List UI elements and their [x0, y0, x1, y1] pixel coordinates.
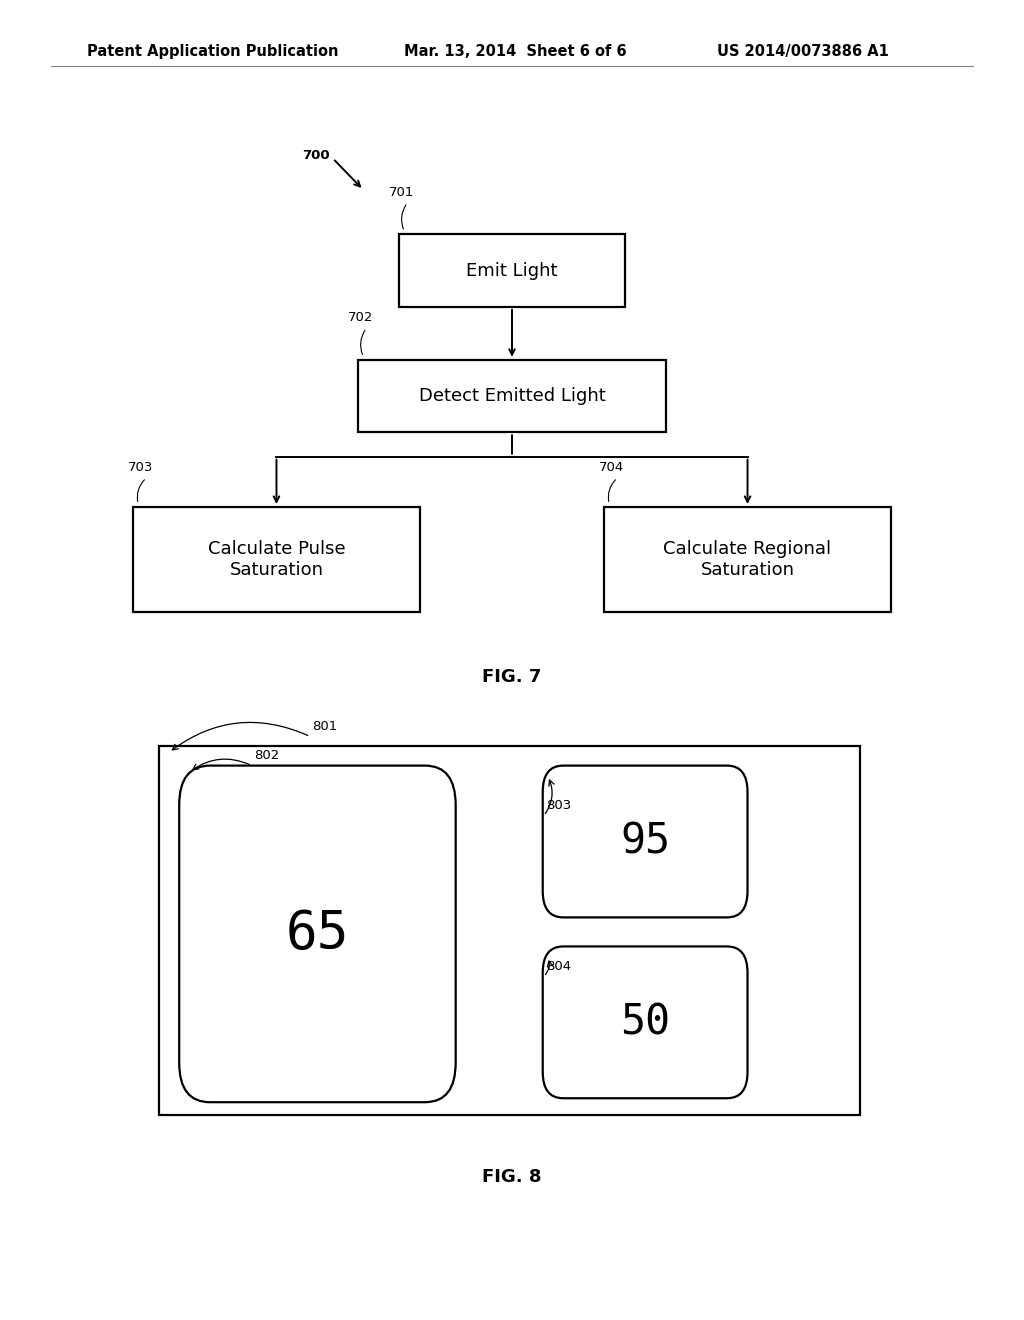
Text: 703: 703 [128, 461, 154, 474]
FancyBboxPatch shape [133, 507, 420, 612]
FancyBboxPatch shape [543, 946, 748, 1098]
FancyBboxPatch shape [358, 359, 666, 433]
Text: 702: 702 [348, 312, 374, 323]
Text: Patent Application Publication: Patent Application Publication [87, 44, 339, 59]
FancyBboxPatch shape [543, 766, 748, 917]
FancyBboxPatch shape [179, 766, 456, 1102]
Text: 50: 50 [621, 1002, 670, 1043]
Text: 700: 700 [302, 149, 330, 162]
Text: 95: 95 [621, 821, 670, 862]
FancyBboxPatch shape [399, 235, 625, 306]
Bar [159, 746, 860, 1115]
Text: 802: 802 [254, 748, 280, 762]
Text: FIG. 8: FIG. 8 [482, 1168, 542, 1187]
Text: Calculate Pulse
Saturation: Calculate Pulse Saturation [208, 540, 345, 579]
Text: 803: 803 [546, 799, 571, 812]
Text: Emit Light: Emit Light [466, 261, 558, 280]
Text: 801: 801 [312, 719, 338, 733]
Text: Mar. 13, 2014  Sheet 6 of 6: Mar. 13, 2014 Sheet 6 of 6 [404, 44, 627, 59]
Text: US 2014/0073886 A1: US 2014/0073886 A1 [717, 44, 889, 59]
Text: FIG. 7: FIG. 7 [482, 668, 542, 686]
Text: 65: 65 [286, 908, 349, 960]
Text: 704: 704 [599, 461, 625, 474]
FancyBboxPatch shape [604, 507, 891, 612]
Text: Calculate Regional
Saturation: Calculate Regional Saturation [664, 540, 831, 579]
Text: 804: 804 [546, 960, 571, 973]
Text: 701: 701 [389, 186, 415, 198]
Text: Detect Emitted Light: Detect Emitted Light [419, 387, 605, 405]
